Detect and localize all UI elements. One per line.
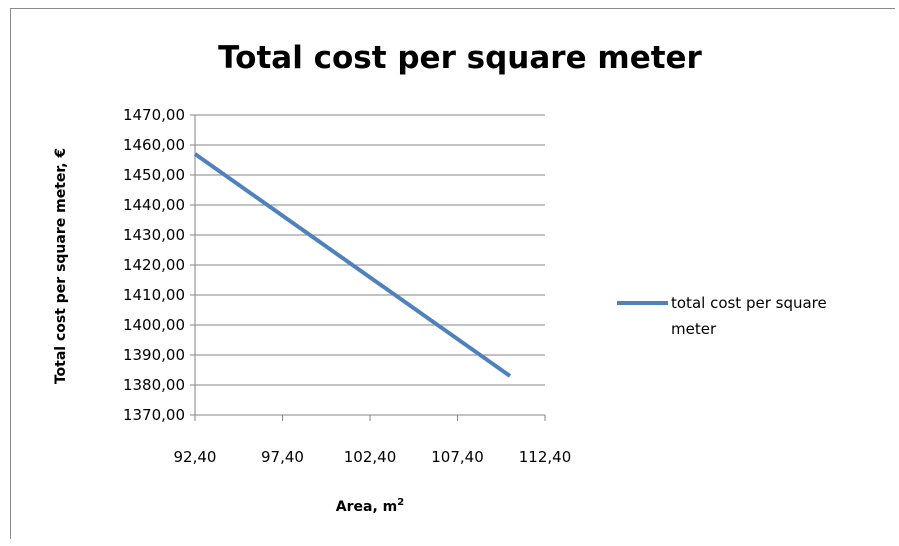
y-tick-label: 1460,00: [123, 136, 185, 154]
y-tick-label: 1450,00: [123, 166, 185, 184]
chart-title: Total cost per square meter: [218, 40, 702, 76]
x-tick-label: 92,40: [174, 448, 217, 466]
x-tick-labels: 92,40 97,40 102,40 107,40 112,40: [174, 448, 572, 466]
y-tick-label: 1400,00: [123, 316, 185, 334]
x-tick-label: 97,40: [261, 448, 304, 466]
y-axis-label: Total cost per square meter, €: [53, 148, 69, 384]
x-axis-label: Area, m2: [336, 497, 404, 515]
y-tick-label: 1390,00: [123, 346, 185, 364]
axes: [190, 115, 545, 421]
x-tick-label: 112,40: [519, 448, 572, 466]
y-tick-label: 1440,00: [123, 196, 185, 214]
x-tick-label: 107,40: [431, 448, 484, 466]
legend-label: total cost per square: [671, 294, 827, 312]
x-tick-label: 102,40: [344, 448, 397, 466]
y-tick-label: 1430,00: [123, 226, 185, 244]
y-tick-labels: 1370,00 1380,00 1390,00 1400,00 1410,00 1420,…: [123, 106, 185, 424]
legend: total cost per square meter: [617, 294, 827, 338]
y-tick-label: 1370,00: [123, 406, 185, 424]
y-tick-label: 1410,00: [123, 286, 185, 304]
grid-lines: [195, 115, 545, 385]
y-tick-label: 1420,00: [123, 256, 185, 274]
y-tick-label: 1470,00: [123, 106, 185, 124]
x-axis-label-main: Area, m: [336, 499, 397, 515]
legend-label: meter: [671, 320, 717, 338]
y-tick-label: 1380,00: [123, 376, 185, 394]
x-axis-label-superscript: 2: [397, 497, 404, 508]
